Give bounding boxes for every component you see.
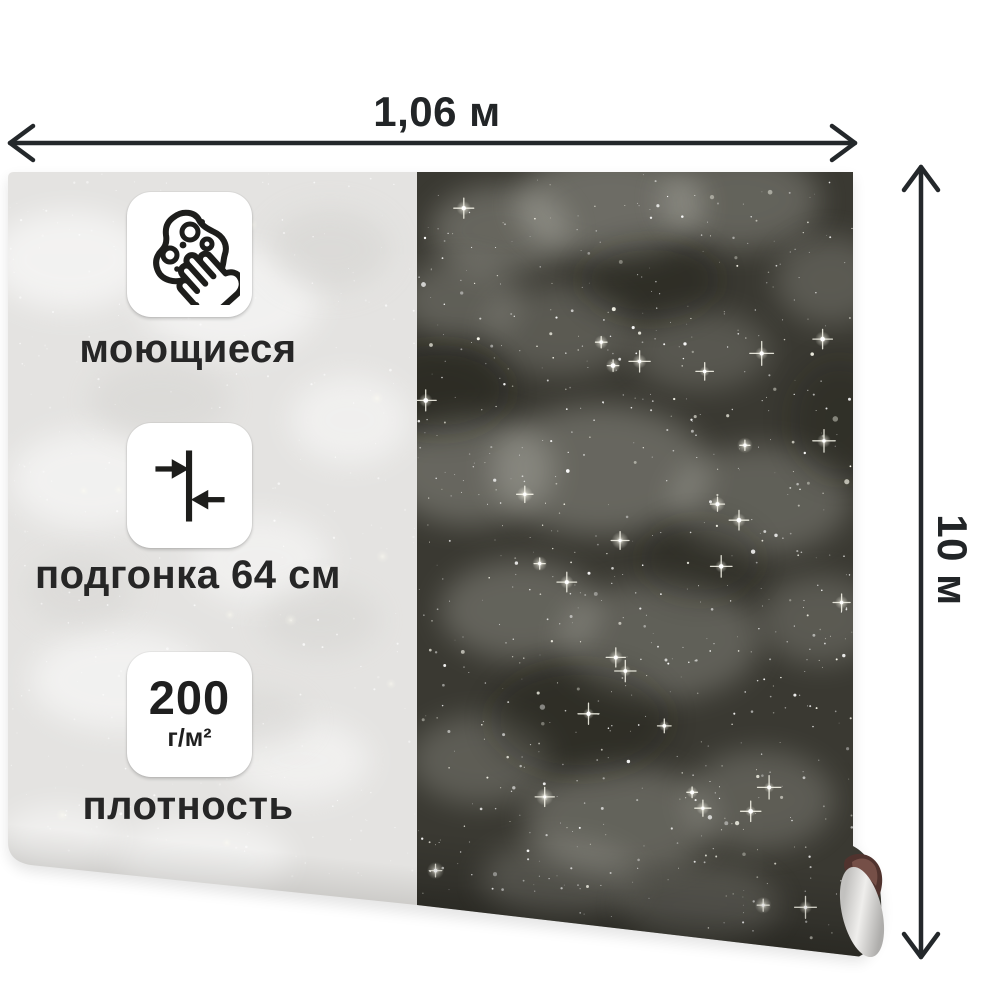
pattern-fit-icon <box>154 449 225 522</box>
roll-core-endcap <box>839 866 885 958</box>
length-dimension-label: 10 м <box>929 514 976 606</box>
density-label: плотность <box>82 784 294 828</box>
density-unit: г/м² <box>167 723 212 752</box>
pattern-fit-label: подгонка 64 см <box>34 553 341 597</box>
width-dimension-label: 1,06 м <box>373 88 501 135</box>
roll-edge-curl-highlight <box>852 858 878 886</box>
sponge-hand-icon <box>152 209 240 305</box>
washable-label: моющиеся <box>79 327 297 371</box>
wallpaper-front-pattern <box>417 172 882 957</box>
length-dimension-arrow <box>901 164 941 960</box>
density-value: 200 <box>148 671 231 725</box>
density-badge: 200 г/м² <box>127 652 252 777</box>
wallpaper-roll-end <box>839 853 885 958</box>
width-dimension-arrow <box>7 123 858 163</box>
washable-badge <box>127 192 252 317</box>
pattern-fit-badge <box>127 423 252 548</box>
